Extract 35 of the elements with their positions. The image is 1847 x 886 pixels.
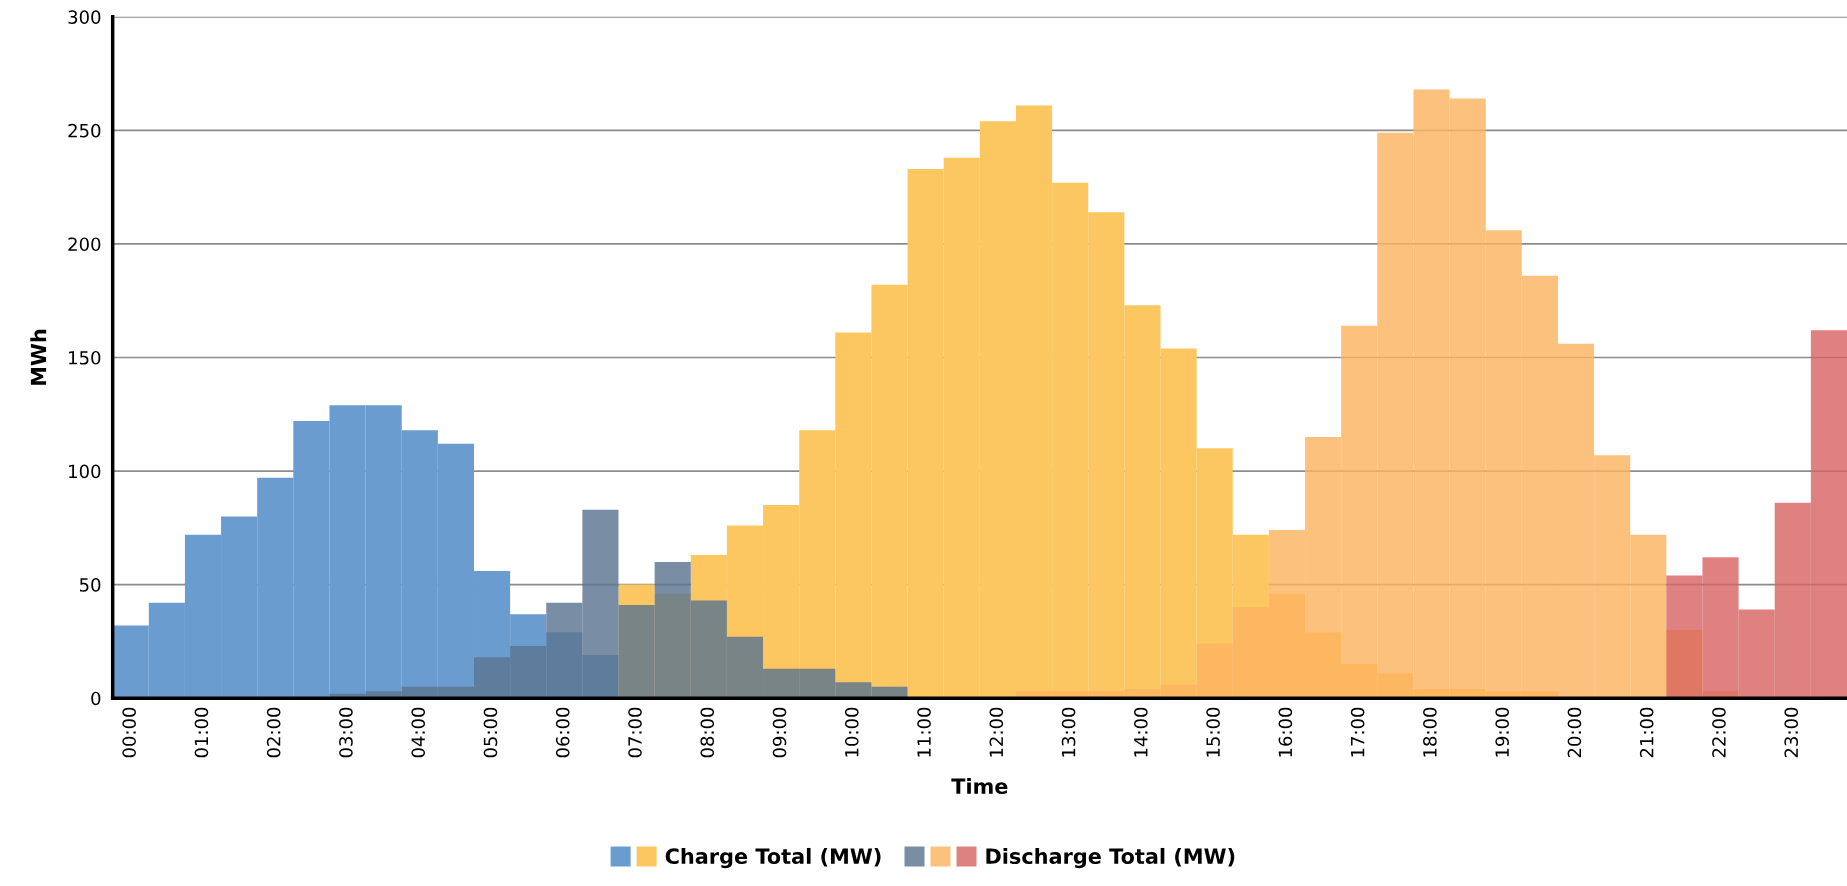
x-tick-label: 05:00 (483, 707, 498, 758)
x-tick-label: 14:00 (1134, 707, 1148, 757)
x-tick-label: 17:00 (1350, 707, 1365, 757)
x-tick-label: 01:00 (194, 707, 209, 758)
x-tick-label: 12:00 (989, 707, 1004, 757)
x-tick-label: 00:00 (122, 707, 136, 758)
x-tick-label: 23:00 (1784, 707, 1799, 758)
y-tick-label: 0 (91, 691, 101, 706)
x-tick-label: 08:00 (700, 707, 715, 758)
x-tick-label: 20:00 (1567, 707, 1582, 758)
x-tick-label: 04:00 (411, 707, 426, 758)
x-tick-label: 03:00 (339, 707, 353, 758)
x-tick-label: 21:00 (1639, 707, 1654, 758)
y-tick-label: 150 (69, 350, 101, 365)
x-tick-label: 15:00 (1206, 707, 1220, 757)
x-tick-label: 06:00 (555, 707, 570, 758)
y-tick-label: 250 (68, 123, 101, 138)
x-tick-label: 10:00 (844, 707, 859, 757)
y-tick-label: 300 (68, 10, 101, 24)
y-tick-label: 200 (68, 237, 101, 252)
x-tick-label: 19:00 (1495, 707, 1509, 757)
x-tick-label: 09:00 (772, 707, 787, 758)
x-tick-label: 11:00 (917, 707, 931, 757)
legend-label: Charge Total (MW) (665, 847, 881, 869)
x-tick-label: 07:00 (628, 707, 642, 758)
x-tick-label: 13:00 (1061, 707, 1076, 757)
y-tick-label: 100 (69, 464, 101, 479)
x-tick-label: 22:00 (1712, 707, 1726, 758)
x-tick-label: 16:00 (1278, 707, 1293, 757)
x-axis-title: Time (951, 777, 1008, 795)
legend-label: Discharge Total (MW) (986, 847, 1235, 869)
y-tick-label: 50 (79, 578, 101, 592)
x-tick-label: 02:00 (266, 707, 281, 758)
x-tick-label: 18:00 (1423, 707, 1437, 757)
y-axis-title: MWh (30, 329, 47, 385)
